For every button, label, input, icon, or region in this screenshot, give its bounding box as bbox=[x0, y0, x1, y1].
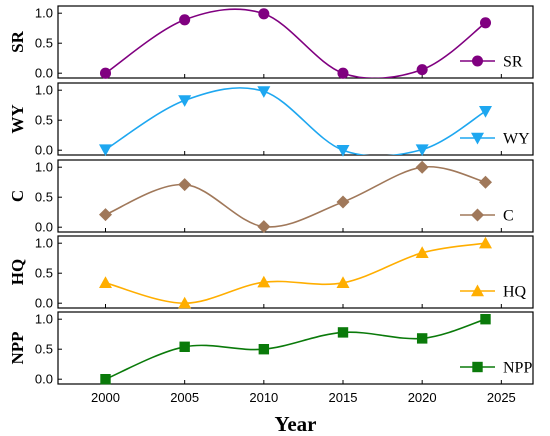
x-tick-label: 2025 bbox=[487, 390, 516, 405]
series-line-wy bbox=[105, 87, 486, 155]
data-point-c bbox=[257, 220, 271, 234]
y-tick-label-npp: 1.0 bbox=[35, 312, 53, 327]
data-point-npp bbox=[480, 314, 491, 325]
panel-hq: 0.0 0.5 1.0 HQ HQ bbox=[8, 235, 534, 311]
y-tick-label-npp: 0.5 bbox=[35, 342, 53, 357]
data-point-c bbox=[178, 178, 192, 192]
y-tick-label-sr: 0.5 bbox=[35, 36, 53, 51]
data-point-c bbox=[415, 160, 429, 174]
data-point-c bbox=[336, 195, 350, 209]
panel-wy: 0.0 0.5 1.0 WY WY bbox=[8, 82, 534, 158]
data-point-npp bbox=[258, 344, 270, 355]
data-point-c bbox=[479, 175, 492, 189]
y-axis-label-npp: NPP bbox=[8, 331, 27, 364]
panel-frame-npp bbox=[57, 311, 534, 385]
legend-label-npp: NPP bbox=[503, 360, 532, 377]
series-line-npp bbox=[105, 318, 486, 380]
y-tick-label-c: 0.5 bbox=[35, 190, 53, 205]
data-point-wy bbox=[336, 145, 350, 157]
data-point-sr bbox=[479, 17, 492, 29]
y-tick-label-sr: 0.0 bbox=[35, 66, 53, 81]
series-line-sr bbox=[105, 8, 486, 78]
x-tick-label: 2010 bbox=[249, 390, 278, 405]
panel-c: 0.0 0.5 1.0 C C bbox=[8, 159, 534, 235]
data-point-npp bbox=[179, 341, 190, 352]
legend-marker-npp bbox=[472, 361, 483, 373]
data-point-wy bbox=[99, 144, 112, 157]
data-point-sr bbox=[416, 64, 428, 76]
data-point-hq bbox=[257, 275, 271, 288]
y-tick-label-hq: 0.5 bbox=[35, 266, 53, 281]
data-point-npp bbox=[100, 374, 111, 385]
y-axis-label-hq: HQ bbox=[8, 259, 27, 285]
x-tick-label: 2000 bbox=[91, 390, 120, 405]
legend-c: C bbox=[460, 208, 514, 225]
legend-label-hq: HQ bbox=[503, 284, 527, 301]
y-tick-label-hq: 1.0 bbox=[35, 236, 53, 251]
data-point-hq bbox=[99, 276, 112, 288]
legend-marker-c bbox=[471, 208, 484, 222]
x-tick-label: 2020 bbox=[408, 390, 437, 405]
panel-frame-hq bbox=[57, 235, 534, 309]
y-tick-label-c: 0.0 bbox=[35, 220, 53, 235]
legend-marker-hq bbox=[471, 284, 484, 297]
y-tick-label-wy: 1.0 bbox=[35, 83, 53, 98]
panel-frame-wy bbox=[57, 82, 534, 156]
panel-sr: 0.0 0.5 1.0 SR SR bbox=[8, 5, 534, 81]
series-line-hq bbox=[105, 242, 486, 305]
x-tick-label: 2005 bbox=[170, 390, 199, 405]
data-point-hq bbox=[336, 276, 350, 288]
legend-marker-sr bbox=[471, 55, 484, 67]
legend-hq: HQ bbox=[460, 284, 527, 301]
data-point-wy bbox=[479, 106, 492, 118]
data-point-sr bbox=[337, 67, 349, 79]
panel-frame-sr bbox=[57, 5, 534, 79]
data-point-hq bbox=[178, 296, 192, 309]
y-axis-label-wy: WY bbox=[8, 104, 27, 133]
x-axis-title: Year bbox=[275, 412, 317, 436]
legend-npp: NPP bbox=[460, 360, 532, 377]
y-tick-label-hq: 0.0 bbox=[35, 296, 53, 311]
data-point-sr bbox=[99, 67, 112, 79]
data-point-hq bbox=[479, 236, 492, 249]
data-point-sr bbox=[258, 8, 270, 20]
data-point-wy bbox=[178, 95, 192, 107]
data-point-wy bbox=[415, 144, 429, 157]
legend-sr: SR bbox=[460, 54, 523, 71]
data-point-npp bbox=[416, 333, 428, 344]
legend-label-c: C bbox=[503, 208, 514, 225]
legend-label-wy: WY bbox=[503, 131, 530, 148]
y-tick-label-c: 1.0 bbox=[35, 160, 53, 175]
data-point-wy bbox=[257, 86, 271, 98]
data-point-hq bbox=[415, 246, 429, 258]
legend-wy: WY bbox=[460, 131, 530, 148]
y-tick-label-npp: 0.0 bbox=[35, 372, 53, 387]
y-tick-label-wy: 0.0 bbox=[35, 143, 53, 158]
data-point-c bbox=[99, 208, 112, 222]
legend-marker-wy bbox=[471, 132, 484, 145]
panel-frame-c bbox=[57, 159, 534, 233]
data-point-sr bbox=[179, 14, 191, 26]
series-line-c bbox=[105, 165, 486, 228]
y-tick-label-wy: 0.5 bbox=[35, 113, 53, 128]
legend-label-sr: SR bbox=[503, 54, 523, 71]
data-point-npp bbox=[337, 327, 349, 338]
y-tick-label-sr: 1.0 bbox=[35, 6, 53, 21]
y-axis-label-c: C bbox=[8, 190, 27, 202]
panel-npp: 0.0 0.5 1.0 NPP NPP bbox=[8, 311, 534, 387]
y-axis-label-sr: SR bbox=[8, 30, 27, 52]
x-tick-label: 2015 bbox=[329, 390, 358, 405]
